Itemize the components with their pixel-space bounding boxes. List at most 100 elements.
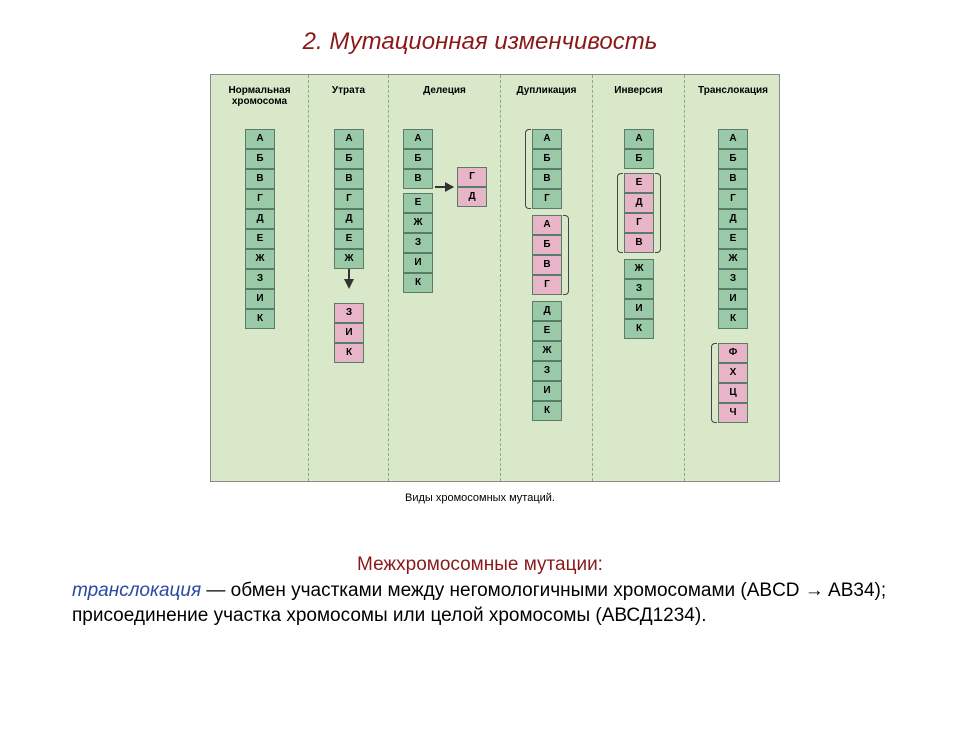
gene-cell: В [624,233,654,253]
gene-cell: Е [624,173,654,193]
gene-cell: К [334,343,364,363]
gene-cell: Г [532,189,562,209]
gene-cell: Д [245,209,275,229]
gene-cell: Г [457,167,487,187]
gene-cell: З [718,269,748,289]
gene-cell: К [718,309,748,329]
column-header: Дупликация [501,75,592,115]
gene-segment: АБВГ [532,215,562,295]
arrow-down-icon [344,275,354,293]
gene-segment: АБВГДЕЖЗИК [718,129,748,329]
gene-cell: И [245,289,275,309]
gene-cell: В [403,169,433,189]
column-duplication: ДупликацияАБВГАБВГДЕЖЗИК [501,75,593,481]
gene-cell: В [532,169,562,189]
gene-cell: Г [624,213,654,233]
column-header: Утрата [309,75,388,115]
gene-cell: Е [403,193,433,213]
gene-cell: Ч [718,403,748,423]
gene-cell: К [532,401,562,421]
gene-segment: ЗИК [334,303,364,363]
gene-cell: Д [334,209,364,229]
column-header: Делеция [389,75,500,115]
column-translocation: Транслокация АБВГДЕЖЗИК ФХЦЧ [685,75,781,481]
column-header: Инверсия [593,75,684,115]
gene-cell: Г [718,189,748,209]
gene-cell: В [334,169,364,189]
gene-cell: И [624,299,654,319]
gene-cell: К [245,309,275,329]
gene-cell: Г [334,189,364,209]
gene-cell: В [718,169,748,189]
arrow-right-icon [435,186,453,188]
gene-segment: АБВГДЕЖЗИК [245,129,275,329]
gene-cell: И [403,253,433,273]
gene-cell: Ф [718,343,748,363]
gene-cell: Б [334,149,364,169]
gene-cell: Б [245,149,275,169]
gene-cell: З [334,303,364,323]
brace-icon [655,173,661,253]
gene-cell: Ж [245,249,275,269]
brace-icon [525,129,531,209]
brace-icon [711,343,717,423]
gene-cell: В [245,169,275,189]
gene-segment: ЖЗИК [624,259,654,339]
gene-cell: К [403,273,433,293]
gene-cell: Х [718,363,748,383]
gene-cell: Ж [403,213,433,233]
gene-cell: Ц [718,383,748,403]
gene-cell: В [532,255,562,275]
mutation-diagram: НормальнаяхромосомаАБВГДЕЖЗИКУтратаАБВГД… [210,74,780,482]
description-block: Межхромосомные мутации: транслокация — о… [72,552,888,629]
gene-segment: ФХЦЧ [718,343,748,423]
gene-cell: Д [624,193,654,213]
gene-cell: А [532,129,562,149]
diagram-caption: Виды хромосомных мутаций. [0,492,960,504]
gene-cell: А [334,129,364,149]
gene-cell: Ж [624,259,654,279]
page-title: 2. Мутационная изменчивость [0,28,960,56]
gene-cell: И [334,323,364,343]
term-translocation: транслокация [72,580,201,601]
gene-segment: АБ [624,129,654,169]
gene-cell: Б [403,149,433,169]
gene-cell: Е [334,229,364,249]
gene-cell: Е [532,321,562,341]
gene-cell: Ж [532,341,562,361]
column-inversion: ИнверсияАБЕДГВЖЗИК [593,75,685,481]
brace-icon [617,173,623,253]
column-loss: УтратаАБВГДЕЖЗИК [309,75,389,481]
gene-cell: И [532,381,562,401]
column-header: Нормальнаяхромосома [211,75,308,115]
gene-cell: Г [245,189,275,209]
gene-cell: Г [532,275,562,295]
column-header: Транслокация [685,75,781,115]
gene-segment: ДЕЖЗИК [532,301,562,421]
gene-cell: К [624,319,654,339]
gene-cell: А [532,215,562,235]
gene-segment: ЕДГВ [624,173,654,253]
gene-cell: Д [718,209,748,229]
gene-cell: Б [718,149,748,169]
gene-cell: Д [457,187,487,207]
column-normal: Нормальнаяхромосома АБВГДЕЖЗИК [211,75,309,481]
column-deletion: Делеция АБВ ЕЖЗИК ГД [389,75,501,481]
gene-cell: З [624,279,654,299]
description-subhead: Межхромосомные мутации: [72,552,888,578]
gene-cell: З [532,361,562,381]
gene-cell: А [718,129,748,149]
gene-segment: АБВГ [532,129,562,209]
gene-cell: З [403,233,433,253]
gene-cell: А [624,129,654,149]
gene-segment: ГД [457,167,487,207]
gene-cell: Е [245,229,275,249]
gene-cell: Б [532,149,562,169]
gene-segment: АБВ [403,129,433,189]
gene-cell: Ж [718,249,748,269]
gene-cell: Б [532,235,562,255]
gene-cell: Б [624,149,654,169]
gene-segment: ЕЖЗИК [403,193,433,293]
brace-icon [563,215,569,295]
gene-cell: И [718,289,748,309]
